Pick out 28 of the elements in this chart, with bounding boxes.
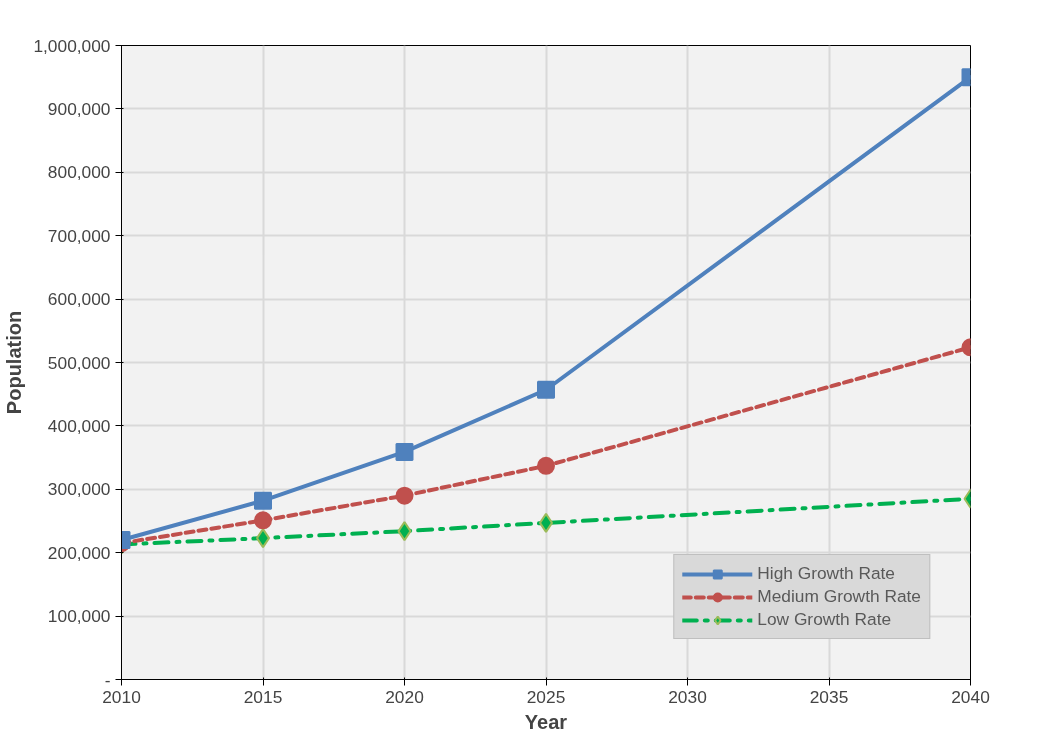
y-tick-label: 200,000 — [47, 542, 111, 563]
y-tick-label: 500,000 — [47, 352, 111, 373]
y-tick-label: 700,000 — [47, 225, 111, 246]
legend-label: Medium Growth Rate — [757, 586, 921, 607]
x-tick-label: 2015 — [243, 686, 283, 707]
y-tick-label: 400,000 — [47, 415, 111, 436]
x-tick-label: 2020 — [385, 686, 424, 707]
x-tick-label: 2030 — [668, 686, 707, 707]
y-axis-title: Population — [3, 310, 26, 415]
y-tick-label: 300,000 — [47, 479, 111, 500]
x-axis-title: Year — [524, 710, 568, 733]
point — [254, 491, 272, 510]
y-tick-label: 1,000,000 — [33, 35, 111, 56]
legend-label: High Growth Rate — [757, 563, 896, 584]
point — [395, 486, 414, 505]
legend-label: Low Growth Rate — [757, 609, 892, 630]
point — [395, 442, 414, 461]
y-tick-label: 600,000 — [47, 289, 111, 310]
y-tick-label: 900,000 — [47, 98, 111, 119]
point — [537, 456, 555, 475]
point — [537, 380, 555, 399]
x-tick-label: 2040 — [951, 686, 990, 707]
point — [254, 511, 272, 530]
x-tick-label: 2035 — [809, 686, 849, 707]
y-tick-label: 100,000 — [47, 606, 111, 627]
x-tick-label: 2025 — [526, 686, 566, 707]
y-tick-label: 800,000 — [47, 162, 111, 183]
point — [397, 521, 412, 542]
